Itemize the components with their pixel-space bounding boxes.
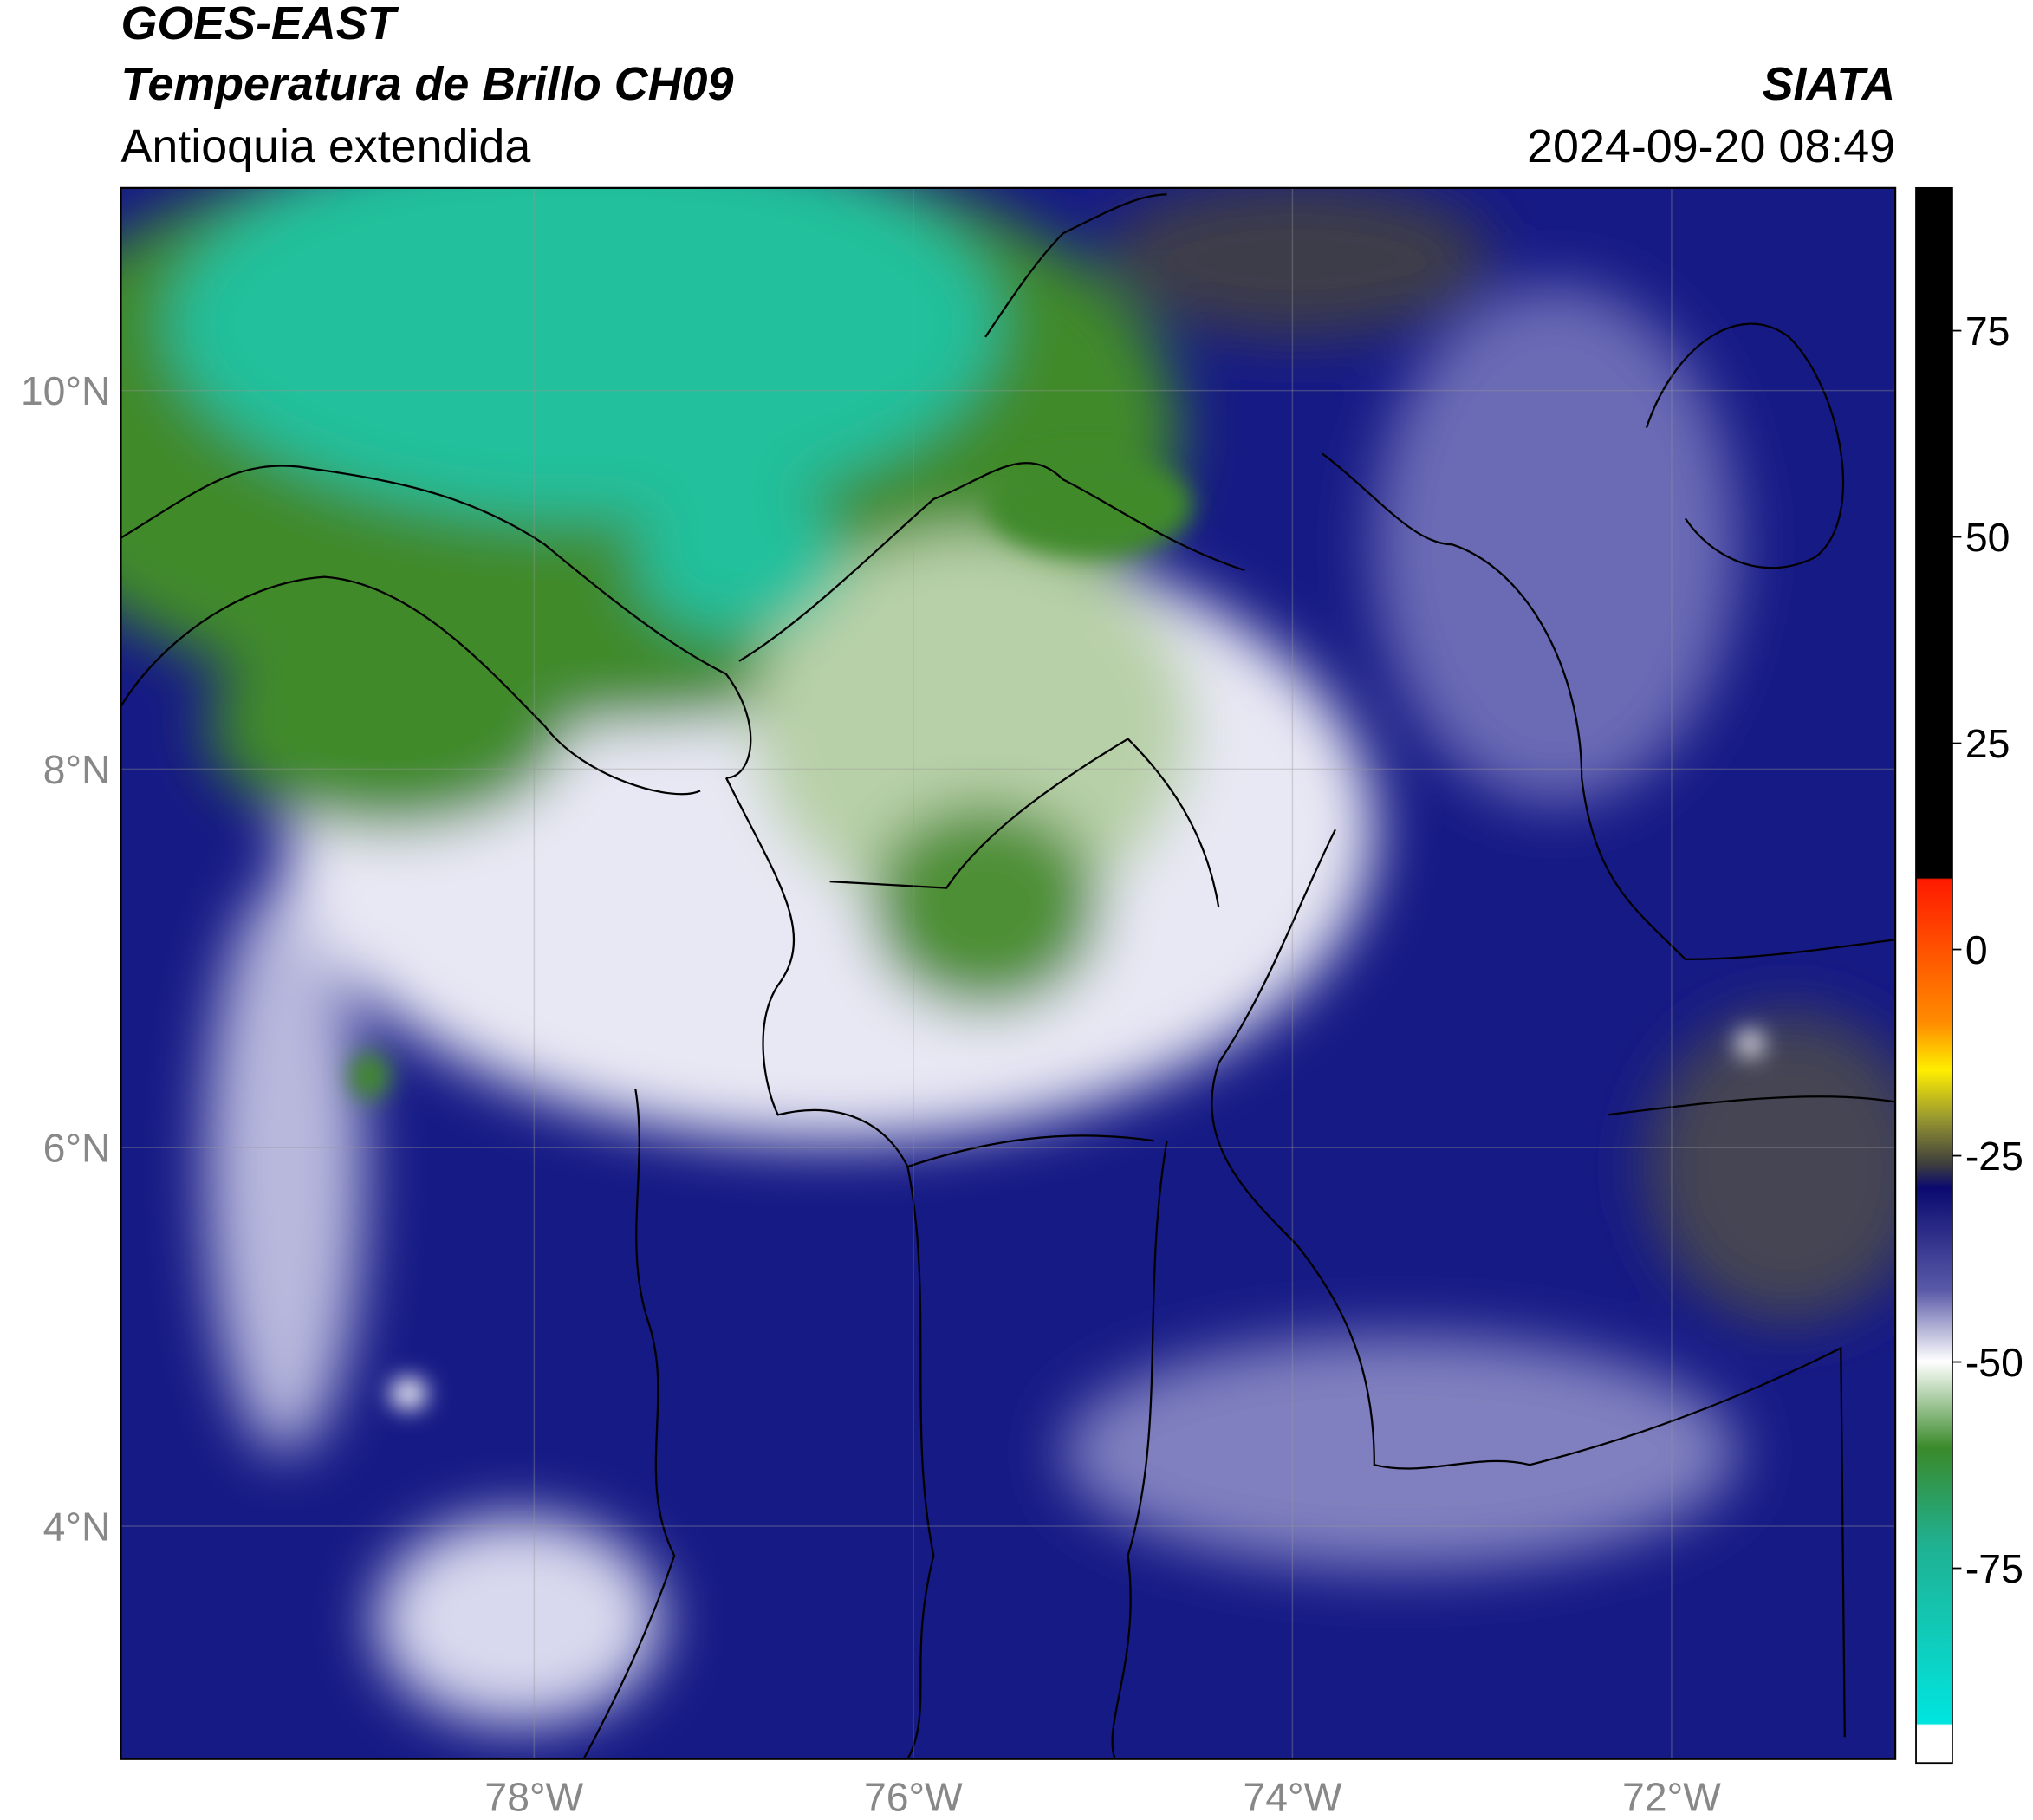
- lat-tick-label: 10°N: [21, 368, 111, 413]
- colorbar: [1915, 186, 1953, 1765]
- colorbar-tick-label: 25: [1965, 721, 2010, 766]
- colorbar-tick-label: 0: [1965, 927, 1988, 972]
- lon-tick-label: 74°W: [1243, 1775, 1341, 1820]
- lat-tick-label: 6°N: [43, 1126, 111, 1171]
- colorbar-tick-label: -25: [1965, 1134, 2023, 1179]
- colorbar-tick-label: 50: [1965, 515, 2010, 560]
- datetime: 2024-09-20 08:49: [1527, 120, 1895, 172]
- colorbar-tick-label: -75: [1965, 1546, 2023, 1591]
- source: SIATA: [1763, 58, 1896, 110]
- region: Antioquia extendida: [120, 120, 530, 172]
- map-frame: [120, 186, 1897, 1760]
- subtitle: Temperatura de Brillo CH09: [120, 58, 733, 110]
- satellite-image: [120, 187, 1896, 1759]
- title: GOES-EAST: [120, 0, 399, 49]
- colorbar-tick-label: 75: [1965, 309, 2010, 354]
- lon-tick-label: 72°W: [1622, 1775, 1721, 1820]
- lon-tick-label: 78°W: [484, 1775, 583, 1820]
- colorbar-tick-label: -50: [1965, 1340, 2023, 1385]
- lat-tick-label: 4°N: [43, 1505, 111, 1550]
- lat-tick-label: 8°N: [43, 747, 111, 792]
- lon-tick-label: 76°W: [864, 1775, 963, 1820]
